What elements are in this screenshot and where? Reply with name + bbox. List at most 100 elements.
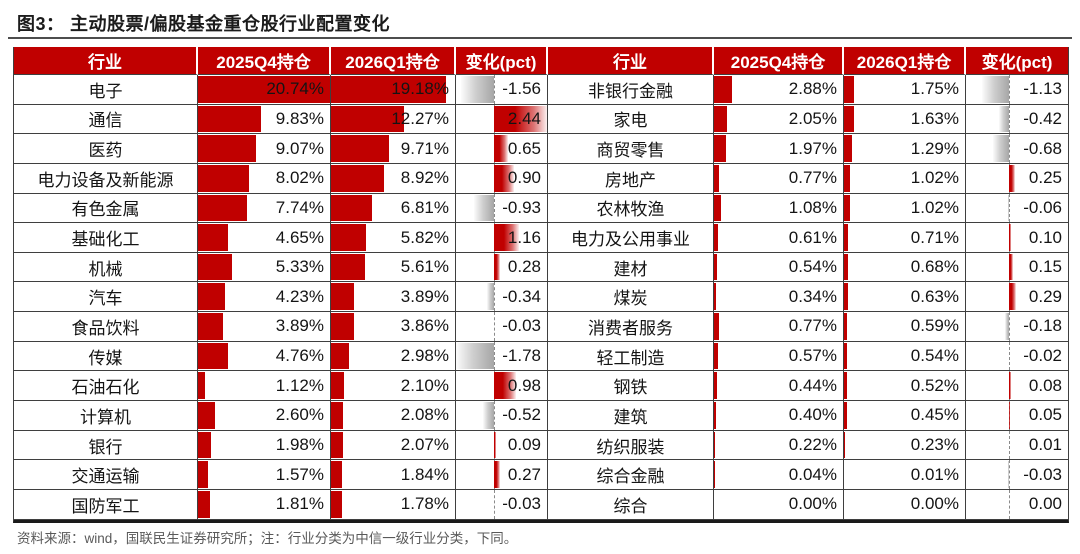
change-value: 0.15 xyxy=(1028,257,1062,277)
change-cell: -0.03 xyxy=(966,460,1068,490)
change-cell: 0.98 xyxy=(456,371,548,402)
change-value: 0.98 xyxy=(507,375,541,395)
zero-axis-line xyxy=(1009,312,1011,341)
change-value: 1.16 xyxy=(507,227,541,247)
change-cell: -0.18 xyxy=(966,312,1068,342)
zero-axis-line xyxy=(1009,104,1011,134)
holding-bar xyxy=(844,402,847,429)
holding-bar xyxy=(331,402,344,429)
change-value: 0.08 xyxy=(1028,375,1062,395)
industry-label: 房地产 xyxy=(605,170,656,190)
change-bar xyxy=(1008,461,1010,488)
change-bar xyxy=(493,490,495,518)
zero-axis-line xyxy=(1009,75,1011,104)
q4-holding-cell: 4.65% xyxy=(198,223,331,253)
industry-cell: 银行 xyxy=(14,430,198,461)
q4-holding-cell: 5.33% xyxy=(198,252,331,283)
holding-value: 5.61% xyxy=(400,257,449,277)
holding-value: 1.02% xyxy=(910,168,959,188)
industry-label: 国防军工 xyxy=(71,496,140,516)
q4-holding-cell: 0.77% xyxy=(714,312,844,342)
industry-label: 食品饮料 xyxy=(71,318,140,338)
holding-bar xyxy=(714,224,718,251)
change-bar xyxy=(494,224,520,251)
q4-holding-cell: 0.77% xyxy=(714,163,844,194)
change-cell: 0.00 xyxy=(966,489,1068,520)
holding-value: 6.81% xyxy=(400,197,449,217)
q1-holding-cell: 1.75% xyxy=(844,75,966,105)
holding-bar xyxy=(714,76,732,103)
q4-holding-cell: 1.81% xyxy=(198,489,331,520)
industry-label: 通信 xyxy=(88,111,123,131)
change-cell: -1.78 xyxy=(456,341,548,372)
q1-holding-cell: 5.82% xyxy=(331,223,456,253)
holding-value: 3.86% xyxy=(400,316,449,336)
change-cell: 0.15 xyxy=(966,252,1068,283)
change-bar xyxy=(1009,283,1017,311)
change-value: 0.29 xyxy=(1028,286,1062,306)
holding-value: 4.65% xyxy=(275,227,324,247)
industry-cell: 传媒 xyxy=(14,341,198,372)
q4-holding-cell: 2.60% xyxy=(198,401,331,431)
change-bar xyxy=(494,135,509,162)
holding-value: 0.57% xyxy=(788,346,837,366)
q4-holding-cell: 0.57% xyxy=(714,341,844,372)
industry-label: 建材 xyxy=(613,259,648,279)
change-bar xyxy=(494,431,497,459)
fund-holdings-table: 行业 2025Q4持仓 2026Q1持仓 变化(pct) 行业 2025Q4持仓 2026Q… xyxy=(13,47,1069,523)
holding-value: 0.61% xyxy=(788,227,837,247)
holding-bar xyxy=(714,105,727,133)
industry-label: 建筑 xyxy=(613,407,648,427)
holding-value: 2.08% xyxy=(400,405,449,425)
q1-holding-cell: 19.18% xyxy=(331,75,456,105)
q4-holding-cell: 4.23% xyxy=(198,282,331,313)
change-cell: -0.42 xyxy=(966,104,1068,135)
industry-label: 农林牧渔 xyxy=(596,200,665,220)
holding-bar xyxy=(198,224,228,251)
holding-value: 3.89% xyxy=(275,316,324,336)
holding-bar xyxy=(198,105,261,133)
zero-axis-line xyxy=(1009,341,1011,371)
industry-cell: 基础化工 xyxy=(14,223,198,253)
q1-holding-cell: 3.86% xyxy=(331,312,456,342)
q1-holding-cell: 0.59% xyxy=(844,312,966,342)
q4-holding-cell: 9.07% xyxy=(198,134,331,164)
holding-bar xyxy=(331,313,355,340)
change-bar xyxy=(1009,164,1016,192)
industry-cell: 医药 xyxy=(14,134,198,164)
change-bar xyxy=(487,283,495,311)
holding-value: 0.40% xyxy=(788,405,837,425)
holding-value: 0.04% xyxy=(788,464,837,484)
industry-cell: 商贸零售 xyxy=(548,134,714,164)
holding-bar xyxy=(331,431,344,459)
holding-value: 1.98% xyxy=(275,435,324,454)
change-value: 0.90 xyxy=(507,168,541,188)
change-value: 0.10 xyxy=(1028,227,1062,247)
industry-cell: 电子 xyxy=(14,75,198,105)
change-value: -1.13 xyxy=(1023,79,1062,99)
change-value: 0.28 xyxy=(507,257,541,277)
holding-bar xyxy=(844,105,854,133)
q4-holding-cell: 0.54% xyxy=(714,252,844,283)
holding-bar xyxy=(714,431,716,459)
change-bar xyxy=(1009,402,1011,429)
q1-holding-column-header: 2026Q1持仓 xyxy=(844,47,966,75)
zero-axis-line xyxy=(1009,134,1011,163)
holding-value: 1.81% xyxy=(275,494,324,514)
change-value: 0.27 xyxy=(507,464,541,484)
industry-cell: 有色金属 xyxy=(14,193,198,224)
holding-value: 2.05% xyxy=(788,108,837,128)
holding-value: 1.63% xyxy=(910,108,959,128)
holding-bar xyxy=(844,194,850,222)
holding-bar xyxy=(198,372,206,400)
q1-holding-cell: 2.10% xyxy=(331,371,456,402)
holding-bar xyxy=(198,431,211,459)
industry-label: 综合金融 xyxy=(596,467,665,487)
holding-value: 4.76% xyxy=(275,346,324,366)
holding-value: 0.68% xyxy=(910,257,959,277)
holding-value: 2.98% xyxy=(400,346,449,366)
holding-value: 5.82% xyxy=(400,227,449,247)
holding-value: 5.33% xyxy=(275,257,324,277)
industry-cell: 国防军工 xyxy=(14,489,198,520)
holding-value: 12.27% xyxy=(391,108,449,128)
